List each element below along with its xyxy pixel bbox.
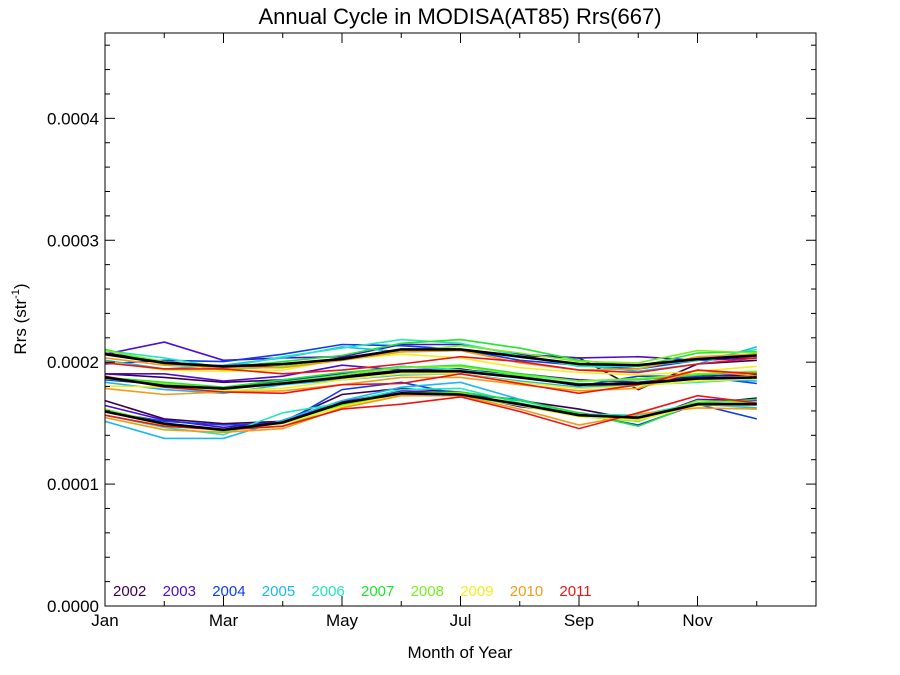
x-tick-label-Sep: Sep xyxy=(564,611,594,630)
y-tick-label-0.0003: 0.0003 xyxy=(47,231,99,250)
series-line-2010-upper xyxy=(104,349,757,371)
mean-lines-layer xyxy=(104,348,757,432)
y-axis-label-close: ) xyxy=(11,283,30,289)
y-tick-label-0.0004: 0.0004 xyxy=(47,109,99,128)
x-tick-label-May: May xyxy=(326,611,359,630)
legend-entry-2008: 2008 xyxy=(411,583,444,600)
legend-entry-2010: 2010 xyxy=(510,583,543,600)
series-line-2011-upper xyxy=(104,355,757,375)
legend-entry-2005: 2005 xyxy=(262,583,295,600)
legend-entry-2007: 2007 xyxy=(361,583,394,600)
plot-frame xyxy=(104,32,817,607)
legend-entry-2002: 2002 xyxy=(113,583,146,600)
x-axis-label: Month of Year xyxy=(408,643,513,662)
series-line-2009-upper xyxy=(104,353,757,376)
x-tick-label-Jul: Jul xyxy=(450,611,472,630)
x-tick-label-Jan: Jan xyxy=(91,611,118,630)
x-axis: Jan Mar May Jul Sep Nov xyxy=(91,33,817,630)
series-line-2003-upper xyxy=(104,341,757,362)
series-layer xyxy=(104,338,758,440)
legend-entry-2011: 2011 xyxy=(559,583,591,600)
legend-entry-2003: 2003 xyxy=(163,583,196,600)
series-line-2010-middle xyxy=(104,369,757,396)
y-tick-label-0.0002: 0.0002 xyxy=(47,353,99,372)
mean-line-upper xyxy=(104,348,757,368)
mean-line-middle xyxy=(104,369,757,390)
svg-text:Rrs (str-1): Rrs (str-1) xyxy=(10,283,30,354)
legend-entry-2004: 2004 xyxy=(212,583,245,600)
legend: 2002 2003 2004 2005 2006 2007 2008 2009 2010 2011 xyxy=(113,583,592,600)
legend-entry-2006: 2006 xyxy=(311,583,344,600)
x-tick-label-Mar: Mar xyxy=(209,611,239,630)
y-tick-label-0.0000: 0.0000 xyxy=(47,597,99,616)
y-axis-label: Rrs (str-1) xyxy=(10,283,30,354)
y-axis-label-superscript: -1 xyxy=(10,289,22,299)
x-tick-label-Nov: Nov xyxy=(682,611,713,630)
mean-line-lower xyxy=(104,391,757,432)
y-tick-label-0.0001: 0.0001 xyxy=(47,475,99,494)
y-axis-label-main: Rrs (str xyxy=(11,299,30,355)
y-axis: 0.0000 0.0001 0.0002 0.0003 0.0004 xyxy=(47,44,816,616)
series-line-2010-lower xyxy=(104,394,757,434)
chart-title: Annual Cycle in MODISA(AT85) Rrs(667) xyxy=(258,4,661,29)
legend-entry-2009: 2009 xyxy=(460,583,493,600)
